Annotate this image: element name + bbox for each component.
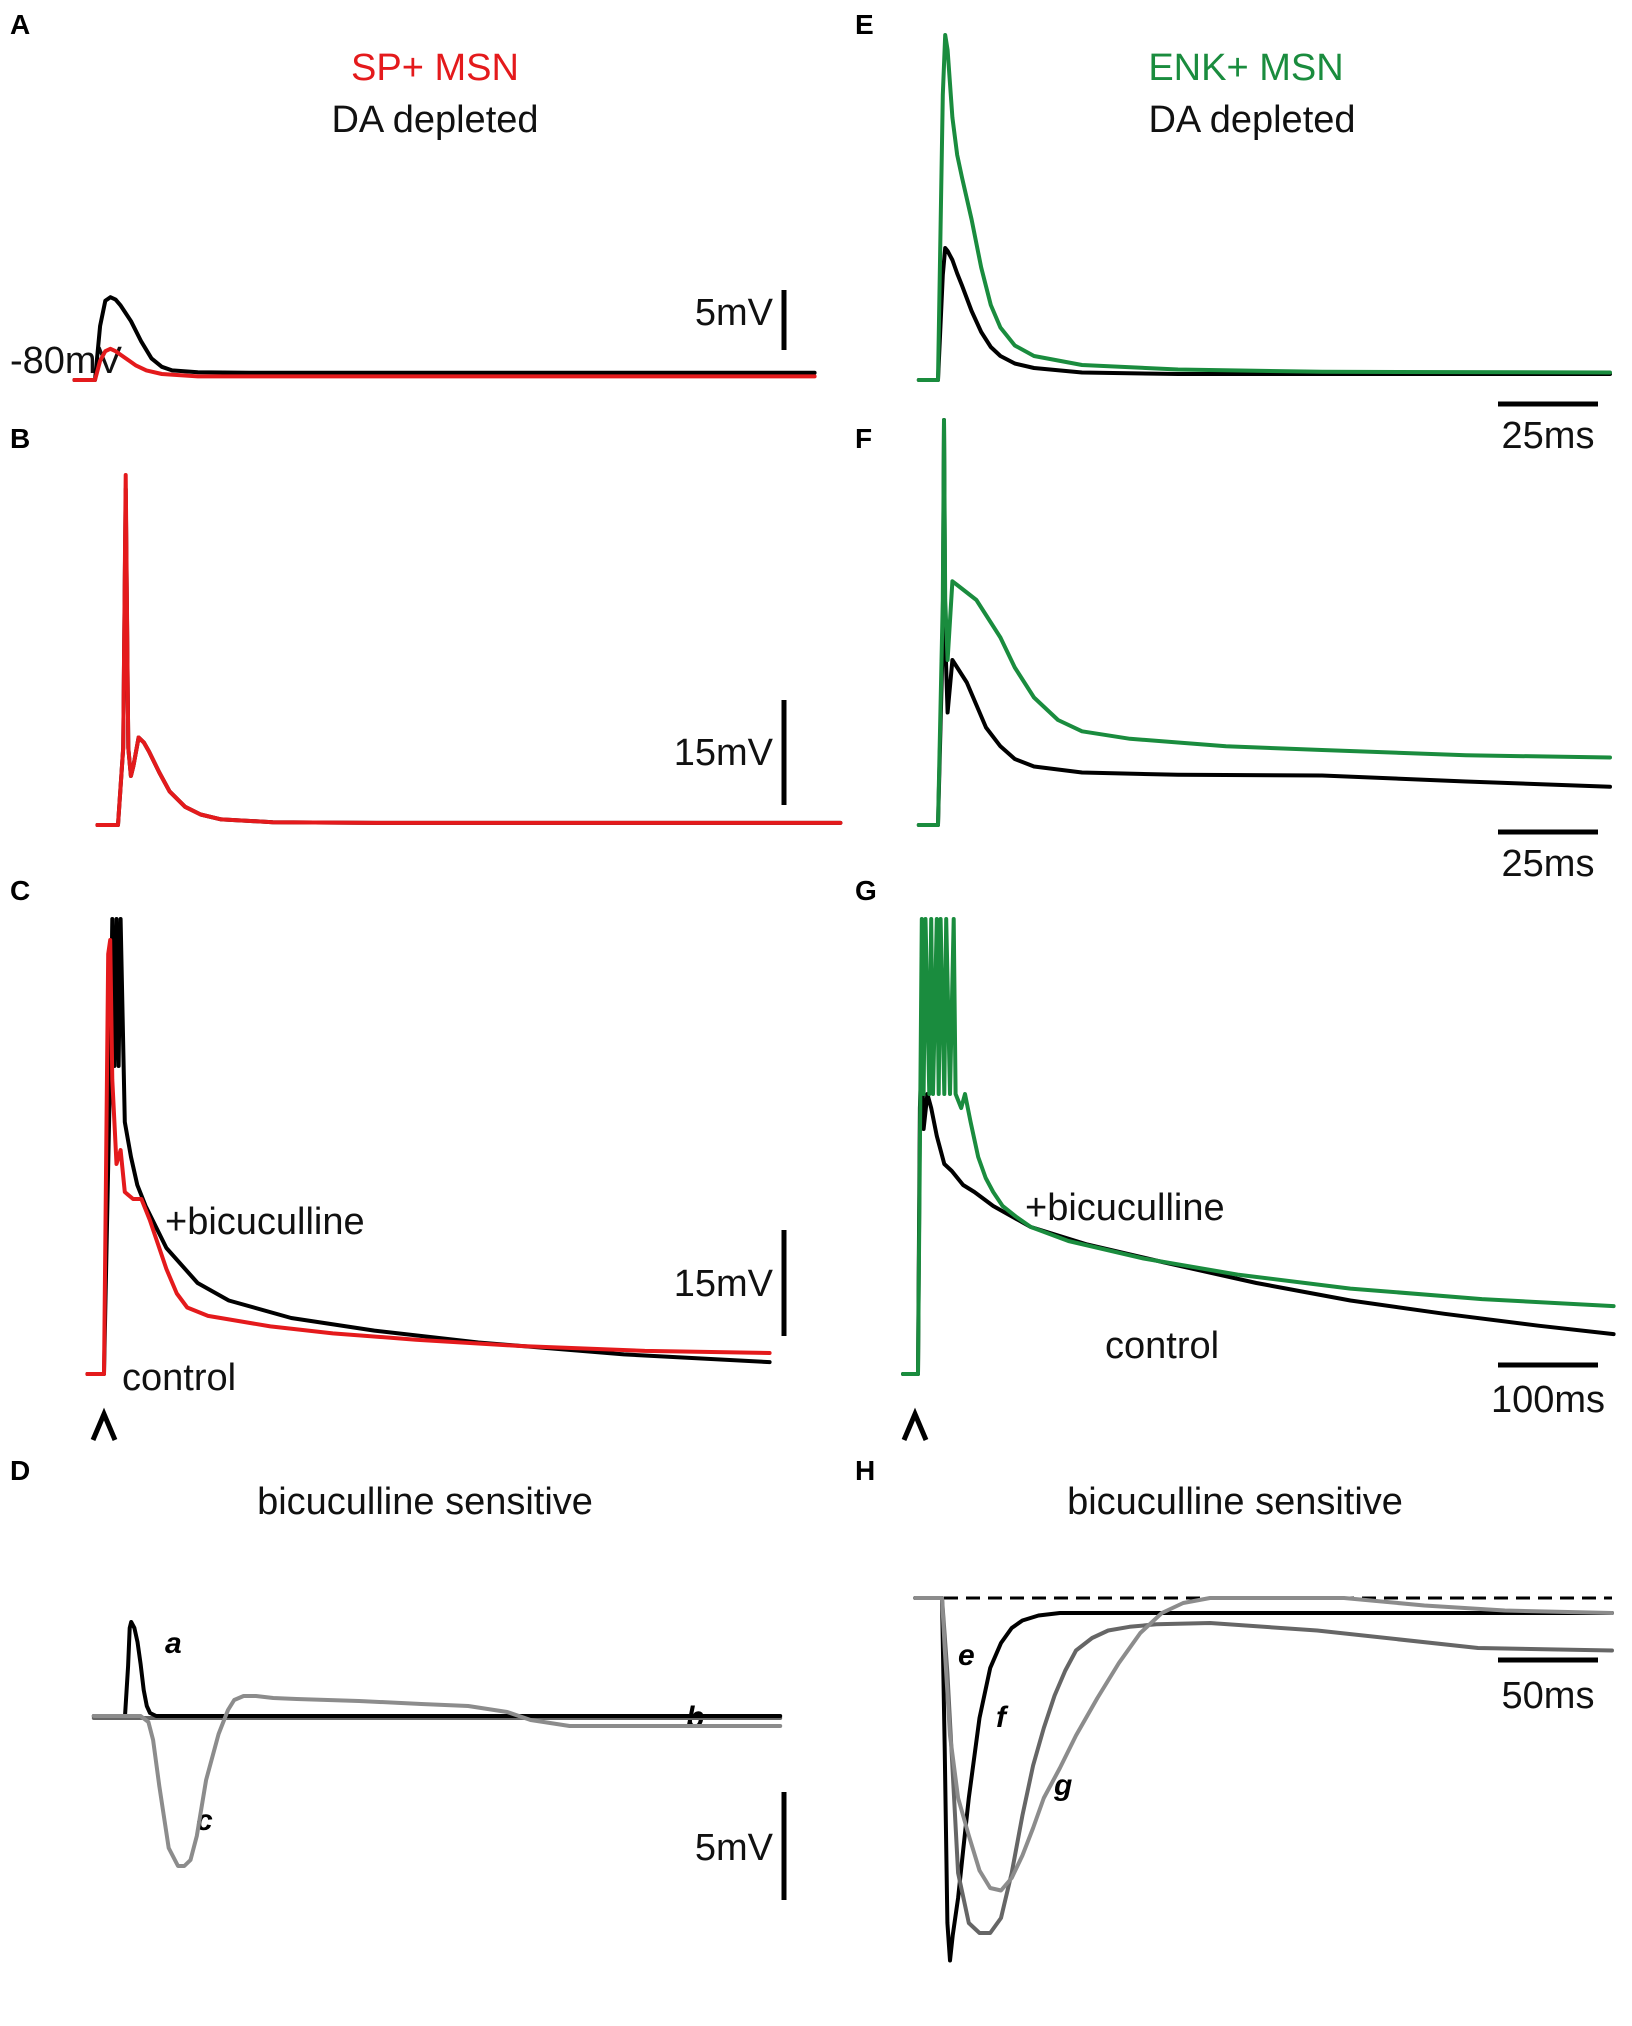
- panel-letter-f: F: [855, 423, 872, 454]
- d-title: bicuculline sensitive: [257, 1481, 593, 1523]
- right-subtitle: DA depleted: [1148, 99, 1355, 141]
- trace-layer: [72, 33, 1616, 1963]
- trace-c-2: [85, 938, 772, 1376]
- trace-b-2: [95, 473, 843, 827]
- scale-bar-label-f: 25ms: [1502, 843, 1595, 885]
- trace-a-2: [72, 346, 817, 382]
- panel-letter-c: C: [10, 875, 30, 906]
- trace-a-1: [72, 295, 817, 382]
- trace-b-1: [95, 487, 843, 827]
- scale-bar-label-h: 50ms: [1502, 1675, 1595, 1717]
- trace-h-e: [913, 1596, 1614, 1963]
- scale-bar-label-e: 25ms: [1502, 415, 1595, 457]
- trace-f-1: [916, 418, 1612, 827]
- trace-d-c: [91, 1694, 783, 1868]
- trace-label-f: f: [996, 1701, 1009, 1734]
- control-label-c: control: [122, 1357, 236, 1399]
- bicuculline-label-c: +bicuculline: [165, 1201, 365, 1243]
- trace-d-a: [91, 1620, 783, 1718]
- panel-letter-h: H: [855, 1455, 875, 1486]
- trace-e-1: [916, 246, 1612, 382]
- trace-e-2: [916, 33, 1612, 382]
- trace-h-g: [913, 1596, 1614, 1893]
- trace-h-f: [913, 1596, 1614, 1935]
- panel-letter-d: D: [10, 1455, 30, 1486]
- scale-bar-label-b: 15mV: [674, 732, 774, 774]
- trace-label-a: a: [165, 1627, 182, 1660]
- trace-g-2: [901, 917, 1616, 1376]
- trace-f-2: [916, 418, 1612, 827]
- trace-label-e: e: [958, 1639, 975, 1672]
- scale-bar-label-c: 15mV: [674, 1263, 774, 1305]
- sp-msn-title: SP+ MSN: [351, 47, 519, 89]
- scale-bar-label-a: 5mV: [695, 292, 774, 334]
- scale-bar-label-g: 100ms: [1491, 1379, 1605, 1421]
- bicuculline-label-g: +bicuculline: [1025, 1187, 1225, 1229]
- trace-c-1: [85, 917, 772, 1376]
- panel-letter-g: G: [855, 875, 877, 906]
- h-title: bicuculline sensitive: [1067, 1481, 1403, 1523]
- panel-letter-e: E: [855, 9, 874, 40]
- panel-letter-a: A: [10, 9, 30, 40]
- control-label-g: control: [1105, 1325, 1219, 1367]
- scale-bar-label-d: 5mV: [695, 1827, 774, 1869]
- stimulus-arrowhead-g: [901, 1407, 929, 1441]
- baseline-voltage-label: -80mV: [10, 340, 123, 382]
- panel-letter-b: B: [10, 423, 30, 454]
- trace-label-g: g: [1053, 1769, 1072, 1802]
- enk-msn-title: ENK+ MSN: [1148, 47, 1343, 89]
- left-subtitle: DA depleted: [331, 99, 538, 141]
- stimulus-arrowhead-c: [90, 1407, 118, 1441]
